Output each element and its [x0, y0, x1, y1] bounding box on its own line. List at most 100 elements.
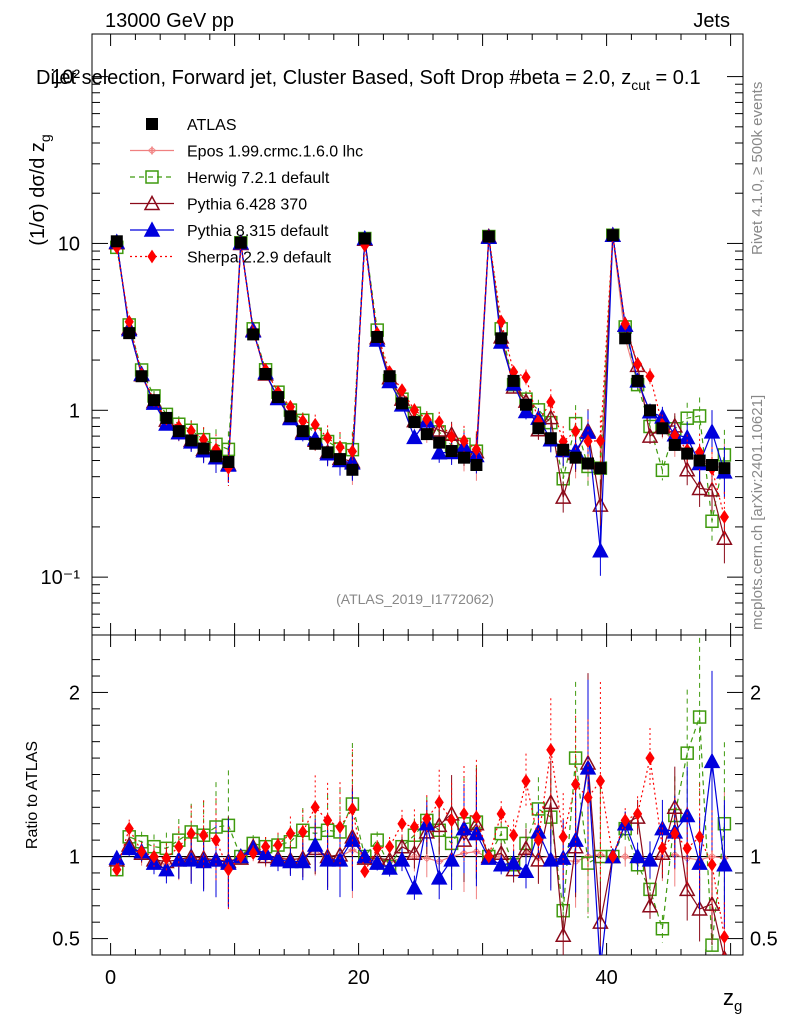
point-atlas: [718, 462, 731, 475]
point-atlas: [358, 232, 371, 245]
ratio-point-sherpa: [298, 825, 308, 839]
ratio-point-sherpa: [645, 751, 655, 765]
point-atlas: [420, 428, 433, 441]
ratio-point-sherpa: [595, 774, 606, 788]
point-sherpa: [434, 415, 444, 429]
ratio-point-pythia8: [443, 851, 460, 867]
ratio-point-epos: [422, 854, 431, 863]
ratio-point-sherpa: [198, 828, 209, 843]
ratio-point-sherpa: [285, 826, 296, 841]
ratio-point-sherpa: [434, 795, 444, 810]
point-atlas: [619, 332, 632, 345]
ratio-point-sherpa: [384, 839, 395, 854]
y-tick-label-ratio: 2: [69, 682, 80, 704]
point-atlas: [222, 455, 235, 468]
ratio-point-pythia8: [629, 847, 646, 864]
ratio-point-pythia6: [542, 793, 560, 810]
ratio-point-sherpa: [260, 839, 271, 854]
point-atlas: [644, 404, 656, 417]
x-axis-label: zg: [723, 985, 742, 1015]
ratio-point-pythia8: [678, 806, 696, 823]
legend-label: Pythia 6.428 370: [187, 197, 307, 214]
ratio-point-pythia8: [282, 852, 299, 869]
point-atlas: [172, 425, 185, 438]
ratio-point-sherpa: [174, 839, 184, 854]
x-tick-label: 40: [595, 967, 617, 989]
point-atlas: [135, 370, 148, 383]
ratio-point-pythia6: [592, 913, 609, 929]
ratio-point-herwig: [680, 746, 694, 760]
point-atlas: [272, 391, 284, 404]
ratio-point-sherpa: [186, 826, 196, 841]
ratio-point-pythia8: [406, 879, 423, 895]
y-tick-label-ratio: 1: [69, 847, 80, 869]
x-tick-label: 20: [347, 967, 369, 989]
point-atlas: [197, 442, 210, 455]
point-sherpa: [632, 357, 643, 372]
legend-entry: Pythia 6.428 370: [130, 194, 307, 214]
ratio-point-sherpa: [508, 828, 519, 843]
ratio-point-sherpa: [657, 841, 668, 856]
ratio-point-sherpa: [347, 802, 358, 816]
point-atlas: [557, 443, 570, 456]
point-atlas: [520, 398, 532, 411]
ratio-point-pythia8: [120, 839, 138, 856]
ratio-point-pythia8: [393, 851, 411, 867]
ratio-point-pythia8: [542, 851, 560, 867]
point-atlas: [693, 454, 706, 467]
ratio-point-sherpa: [694, 829, 705, 844]
point-atlas: [594, 462, 607, 475]
ratio-point-pythia8: [430, 869, 448, 885]
point-sherpa: [620, 317, 630, 331]
y-tick-label-main: 10⁻¹: [41, 567, 81, 589]
point-sherpa: [422, 412, 432, 426]
point-pythia6: [716, 529, 733, 546]
point-sherpa: [521, 370, 531, 385]
legend-label: Herwig 7.2.1 default: [187, 170, 330, 187]
y-tick-label-ratio-right: 2: [750, 682, 761, 704]
ratio-point-sherpa: [583, 790, 593, 805]
point-pythia8: [703, 423, 721, 439]
point-pythia6: [691, 479, 708, 496]
ratio-point-pythia8: [319, 851, 336, 867]
legend-marker: [146, 118, 158, 130]
point-atlas: [296, 425, 309, 438]
point-atlas: [383, 370, 396, 383]
ratio-point-pythia8: [567, 831, 584, 847]
ratio-point-pythia8: [331, 851, 349, 867]
point-herwig: [655, 463, 670, 478]
ratio-point-sherpa: [360, 864, 370, 879]
point-atlas: [656, 422, 669, 435]
ratio-frame: [91, 634, 744, 956]
ratio-point-sherpa: [521, 774, 531, 788]
ratio-point-pythia8: [492, 856, 510, 872]
point-atlas: [482, 230, 495, 243]
point-atlas: [234, 236, 247, 249]
point-atlas: [371, 330, 384, 343]
analysis-id: (ATLAS_2019_I1772062): [336, 591, 494, 607]
ratio-point-pythia8: [716, 856, 733, 872]
ratio-point-sherpa: [248, 846, 258, 861]
ratio-point-sherpa: [446, 813, 457, 828]
ratio-line-sherpa: [116, 749, 725, 938]
point-pythia6: [542, 408, 560, 425]
point-atlas: [321, 446, 334, 459]
ratio-point-herwig: [692, 710, 707, 724]
ratio-point-pythia8: [269, 851, 287, 867]
point-sherpa: [446, 429, 457, 444]
point-sherpa: [310, 417, 320, 432]
point-pythia6: [430, 421, 448, 437]
legend-marker: [147, 249, 157, 264]
point-atlas: [681, 447, 694, 460]
point-atlas: [210, 450, 222, 463]
ratio-point-sherpa: [397, 816, 407, 831]
point-atlas: [668, 438, 681, 451]
ratio-point-sherpa: [124, 821, 134, 836]
ratio-point-sherpa: [719, 930, 730, 944]
point-atlas: [631, 374, 644, 387]
ratio-point-pythia8: [368, 854, 386, 870]
ratio-point-pythia8: [294, 852, 312, 869]
ratio-point-sherpa: [372, 841, 382, 856]
point-pythia6: [641, 427, 659, 443]
